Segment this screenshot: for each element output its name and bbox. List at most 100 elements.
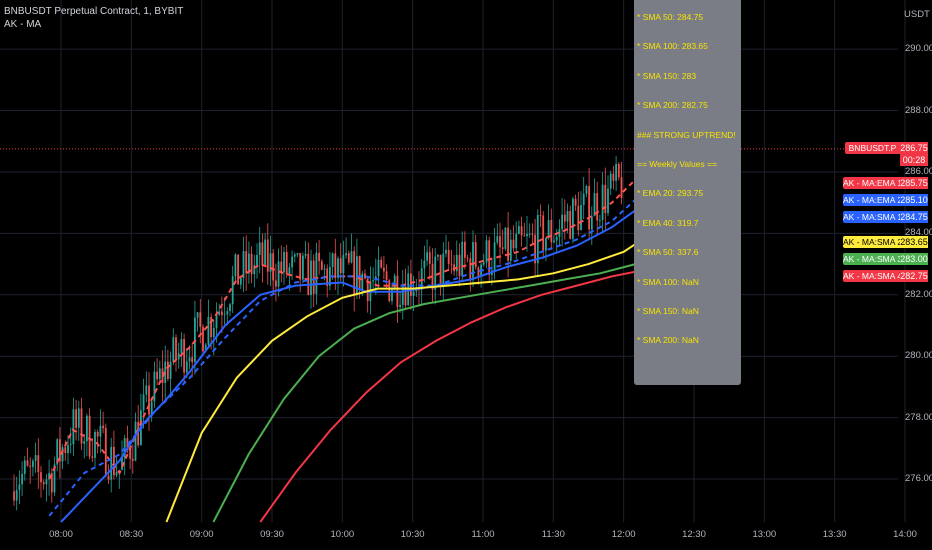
price-tick-label: 276.00 [905, 473, 932, 484]
candle-body [512, 239, 515, 249]
candle-body [185, 361, 188, 373]
candle-body [229, 304, 231, 312]
time-tick-label: 09:30 [260, 529, 284, 540]
info-line: * SMA 200: 282.75 [637, 100, 708, 111]
candle-body [315, 252, 318, 294]
candle-body [75, 409, 77, 428]
candle-body [472, 242, 474, 281]
ma-label-name: AK - MA:EMA 1 [843, 177, 903, 189]
candle-body [283, 251, 285, 273]
candle-body [566, 210, 569, 222]
candle-body [67, 444, 69, 453]
candle-body [377, 259, 380, 277]
time-tick-label: 09:00 [189, 529, 214, 540]
candle-body [372, 280, 374, 282]
candle-body [115, 472, 118, 476]
candle-body [177, 353, 180, 360]
candle-body [499, 236, 501, 248]
candle-body [334, 253, 337, 278]
candle-body [307, 253, 310, 296]
candle-body [547, 219, 550, 239]
candle-body [310, 260, 312, 296]
ma-line-5 [212, 263, 636, 523]
candle-body [104, 428, 107, 476]
candle-body [134, 421, 137, 461]
candle-body [29, 465, 32, 467]
time-tick-label: 10:00 [330, 529, 355, 540]
candle-body [458, 254, 461, 277]
candle-body [102, 425, 104, 429]
candle-body [299, 253, 302, 280]
candlesticks [13, 155, 623, 511]
candle-body [172, 337, 175, 362]
candle-body [250, 253, 253, 275]
candle-body [345, 253, 347, 256]
info-line: ### STRONG UPTREND! [637, 129, 736, 140]
info-line: * EMA 20: 293.75 [637, 188, 704, 199]
candle-body [45, 479, 48, 485]
candle-body [437, 254, 439, 257]
candle-body [528, 233, 531, 235]
candle-body [83, 441, 86, 444]
candle-body [431, 263, 434, 290]
candle-body [285, 251, 288, 275]
candle-body [121, 457, 123, 470]
candle-body [21, 473, 23, 485]
time-tick-label: 10:30 [400, 529, 425, 540]
candle-body [342, 255, 345, 274]
candle-body [496, 236, 499, 243]
candle-body [69, 444, 72, 445]
candle-body [94, 431, 96, 458]
candle-body [553, 240, 555, 243]
candle-body [42, 482, 45, 485]
candle-body [620, 177, 623, 199]
candle-body [245, 251, 248, 274]
candle-body [26, 460, 29, 466]
candle-body [64, 447, 67, 453]
candle-body [142, 394, 145, 411]
info-line: * SMA 100: 283.65 [637, 41, 708, 52]
candle-body [156, 371, 158, 380]
candle-body [34, 455, 37, 461]
candle-body [609, 173, 612, 189]
candle-body [107, 475, 110, 480]
price-tick-label: 288.00 [905, 104, 932, 116]
candle-body [545, 238, 547, 251]
candle-body [323, 268, 326, 270]
ma-label-name: AK - MA:SMA 4 [843, 270, 903, 282]
candle-body [234, 254, 237, 277]
ma-line-2 [48, 198, 637, 517]
time-tick-label: 13:00 [752, 529, 777, 540]
candle-body [523, 235, 526, 237]
candle-body [88, 415, 91, 457]
candle-body [399, 304, 401, 307]
candle-body [37, 455, 40, 473]
candle-body [401, 286, 404, 305]
candle-body [442, 253, 445, 285]
candle-body [555, 236, 558, 241]
candle-body [426, 252, 428, 261]
candle-body [539, 215, 542, 216]
candle-body [320, 261, 323, 270]
info-line: * SMA 150: NaN [637, 306, 699, 316]
candle-body [153, 371, 156, 402]
candle-body [612, 173, 615, 181]
ma-label-value: 285.75 [900, 177, 928, 189]
ma-line-3 [60, 209, 636, 523]
candle-body [258, 242, 261, 256]
candle-body [534, 234, 536, 264]
time-tick-label: 11:00 [471, 529, 495, 540]
candle-body [542, 215, 545, 251]
candle-body [318, 252, 320, 262]
candle-body [312, 260, 315, 294]
time-tick-label: 12:00 [611, 529, 636, 540]
candle-body [288, 267, 291, 275]
info-line: * SMA 100: NaN [637, 276, 699, 287]
candle-body [231, 276, 234, 305]
candle-body [18, 484, 21, 491]
indicator-name[interactable]: AK - MA [4, 19, 42, 30]
candle-body [518, 226, 520, 234]
candle-body [404, 286, 407, 306]
info-line: * SMA 200: NaN [637, 335, 699, 346]
